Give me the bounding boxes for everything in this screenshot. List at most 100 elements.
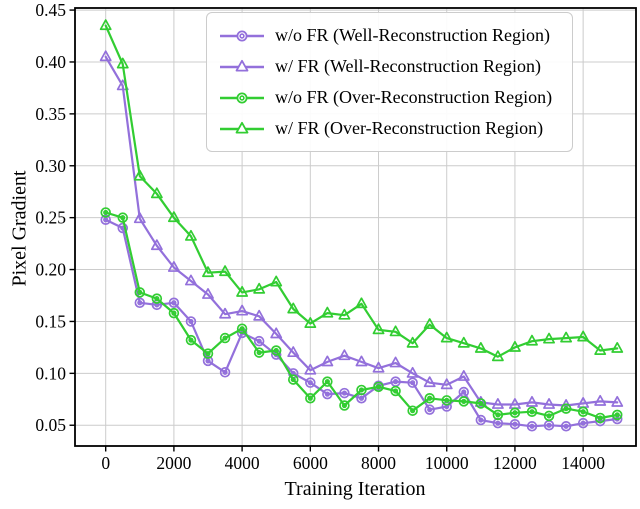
data-point-marker xyxy=(577,417,589,429)
legend-label: w/o FR (Well-Reconstruction Region) xyxy=(275,25,551,45)
data-point-marker xyxy=(339,387,350,399)
data-point-marker-inner xyxy=(563,423,569,429)
data-point-marker-inner xyxy=(137,300,143,306)
data-point-marker xyxy=(594,412,606,424)
plot-border xyxy=(74,7,637,447)
series-line-3 xyxy=(104,24,619,358)
data-point-marker xyxy=(304,363,317,375)
data-point-marker xyxy=(458,396,470,407)
data-point-marker-inner xyxy=(410,380,416,386)
data-point-marker xyxy=(151,293,163,304)
data-point-marker xyxy=(440,378,453,390)
data-point-marker xyxy=(116,57,129,69)
data-point-marker xyxy=(543,332,555,344)
data-point-marker xyxy=(577,406,589,417)
data-point-marker xyxy=(168,297,180,309)
data-point-marker xyxy=(440,331,453,343)
legend-line-triangle-marker xyxy=(220,121,264,133)
y-axis-label: Pixel Gradient xyxy=(8,170,31,287)
data-point-marker xyxy=(373,381,384,393)
data-point-marker xyxy=(117,222,128,234)
data-point-marker xyxy=(355,355,368,367)
data-point-marker-inner xyxy=(512,421,518,427)
data-point-marker xyxy=(526,334,538,346)
data-point-marker-inner xyxy=(324,391,330,397)
data-point-marker xyxy=(134,287,146,298)
data-point-marker-inner xyxy=(154,296,160,302)
x-tick-label: 0 xyxy=(101,453,110,473)
data-point-marker-inner xyxy=(358,387,365,393)
data-point-marker-inner xyxy=(222,369,228,375)
data-point-marker xyxy=(474,341,487,353)
data-point-marker-inner xyxy=(307,395,313,401)
data-point-marker xyxy=(185,334,197,346)
data-point-marker xyxy=(611,395,624,407)
data-point-marker-inner xyxy=(427,407,433,413)
data-point-marker-inner xyxy=(614,412,620,418)
data-point-marker xyxy=(133,212,146,224)
data-point-marker xyxy=(304,317,317,328)
data-point-marker xyxy=(526,421,538,432)
data-point-marker xyxy=(99,19,112,31)
data-point-marker xyxy=(526,395,538,407)
data-point-marker xyxy=(219,265,232,277)
data-point-marker xyxy=(492,409,504,421)
legend-label: w/o FR (Over-Reconstruction Region) xyxy=(275,87,553,107)
data-point-marker-inner xyxy=(188,337,194,343)
data-point-marker xyxy=(526,406,538,417)
data-point-marker xyxy=(168,307,180,319)
data-point-marker-inner xyxy=(427,395,433,401)
data-point-marker xyxy=(150,239,163,251)
x-tick-label: 6000 xyxy=(293,453,328,473)
y-tick-label: 0.05 xyxy=(35,415,66,435)
legend-line-circle-marker xyxy=(220,30,264,41)
data-point-marker-inner xyxy=(307,380,313,386)
x-tick-label: 2000 xyxy=(156,453,191,473)
data-point-marker xyxy=(611,409,623,421)
y-tick-label: 0.30 xyxy=(35,156,66,176)
data-point-marker xyxy=(509,407,521,419)
data-point-marker xyxy=(99,50,112,62)
data-point-marker xyxy=(560,403,572,414)
legend-item-3: w/ FR (Over-Reconstruction Region) xyxy=(219,114,552,143)
data-point-marker-inner xyxy=(392,379,399,385)
data-point-marker xyxy=(423,318,436,330)
data-point-marker xyxy=(134,297,146,309)
data-point-marker xyxy=(253,282,266,294)
data-point-marker xyxy=(202,355,214,367)
data-point-marker-inner xyxy=(205,351,211,357)
legend-item-0: w/o FR (Well-Reconstruction Region) xyxy=(219,21,552,50)
data-point-marker xyxy=(321,306,334,318)
data-point-marker xyxy=(543,410,555,422)
legend-label: w/ FR (Well-Reconstruction Region) xyxy=(275,56,542,76)
data-point-marker xyxy=(133,169,146,181)
data-point-marker-inner xyxy=(546,422,552,428)
data-point-marker xyxy=(577,330,590,342)
x-tick-label: 4000 xyxy=(225,453,260,473)
data-point-marker xyxy=(594,344,607,355)
data-point-marker xyxy=(288,374,299,385)
data-point-marker xyxy=(322,388,333,400)
data-point-marker xyxy=(253,335,265,347)
data-point-marker xyxy=(287,346,300,358)
data-point-marker xyxy=(475,398,487,409)
data-point-marker xyxy=(611,341,624,353)
data-point-marker-inner xyxy=(546,413,552,419)
data-point-marker xyxy=(236,285,249,297)
data-point-marker-inner xyxy=(478,400,484,407)
series-line-0 xyxy=(104,218,619,428)
legend: w/o FR (Well-Reconstruction Region) w/ FR… xyxy=(206,12,574,152)
data-point-marker xyxy=(407,405,418,416)
data-point-marker-inner xyxy=(171,310,177,316)
data-point-marker xyxy=(424,404,435,415)
y-tick-label: 0.35 xyxy=(35,104,66,124)
data-point-marker xyxy=(287,302,300,314)
data-point-marker-inner xyxy=(580,420,586,426)
data-point-marker xyxy=(150,187,163,199)
data-point-marker xyxy=(236,323,248,334)
y-tick-label: 0.15 xyxy=(35,311,66,331)
data-point-marker xyxy=(457,336,470,348)
x-tick-label: 8000 xyxy=(361,453,396,473)
data-point-marker xyxy=(424,393,435,404)
data-point-marker xyxy=(185,274,197,286)
